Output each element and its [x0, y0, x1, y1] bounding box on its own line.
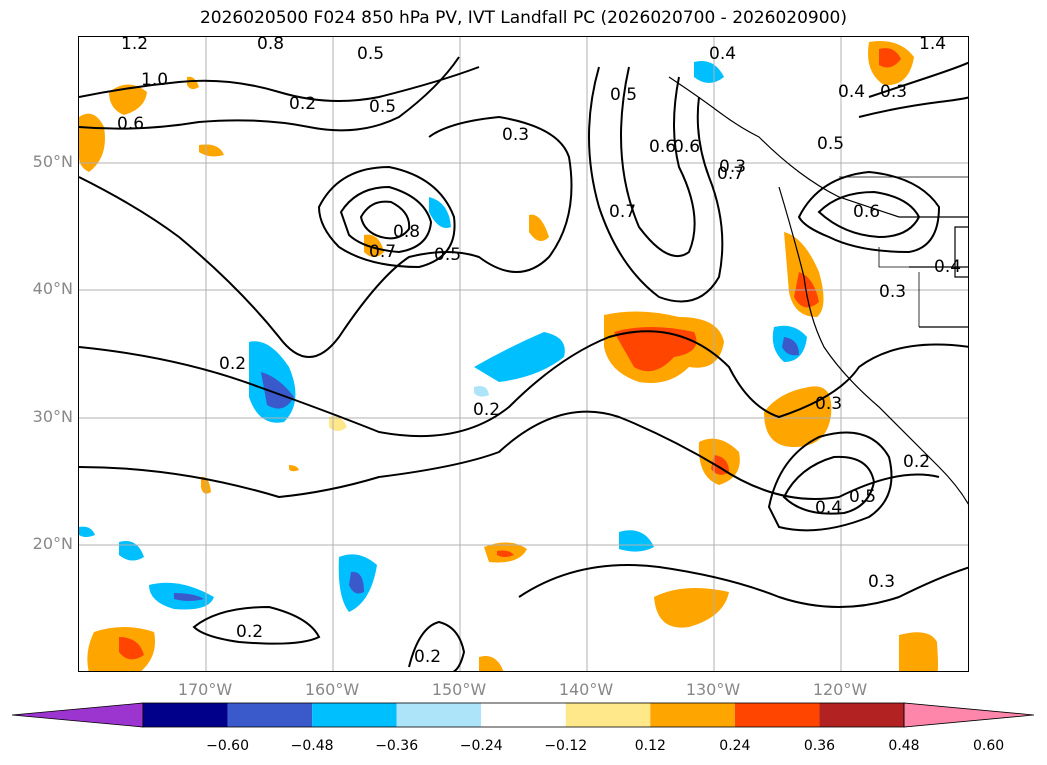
- contour-label: 0.2: [414, 647, 441, 667]
- contour-label: 0.6: [649, 137, 676, 157]
- contour-label: 0.7: [369, 242, 396, 262]
- lat-label-30n: 30°N: [32, 407, 73, 426]
- contour-label: 1.0: [141, 70, 168, 90]
- contour-label: 0.3: [879, 282, 906, 302]
- colorbar-tick-label: −0.48: [290, 738, 334, 754]
- colorbar-tick-label: −0.60: [206, 738, 249, 754]
- colorbar-segment: [650, 703, 735, 727]
- political-borders: [839, 176, 968, 327]
- colorbar-segment: [819, 703, 904, 727]
- contour-label: 0.6: [117, 114, 144, 134]
- colorbar-segment: [227, 703, 313, 727]
- lat-label-40n: 40°N: [32, 279, 73, 298]
- contour-label: 0.5: [369, 97, 396, 117]
- contour-label: 0.5: [357, 44, 384, 64]
- contour-label: 0.4: [934, 257, 961, 277]
- lon-label-160w: 160°W: [304, 680, 360, 699]
- colorbar-segment: [565, 703, 651, 727]
- contour-label: 0.7: [609, 202, 636, 222]
- colorbar-tick-label: 0.60: [972, 738, 1005, 754]
- colorbar-tick-label: 0.24: [719, 738, 751, 754]
- colorbar: [11, 702, 1035, 728]
- contour-label: 0.7: [717, 164, 744, 184]
- lon-label-130w: 130°W: [685, 680, 741, 699]
- contour-label: 0.2: [219, 354, 246, 374]
- contour-label: 0.2: [236, 622, 263, 642]
- colorbar-extend-max: [903, 702, 1035, 728]
- contour-label: 0.3: [719, 157, 746, 177]
- lon-label-120w: 120°W: [812, 680, 868, 699]
- colorbar-segment: [481, 703, 566, 727]
- colorbar-tick-label: −0.12: [544, 738, 588, 754]
- ivt-contours: [79, 56, 968, 671]
- contour-label: 0.6: [673, 137, 700, 157]
- colorbar-segment: [396, 703, 482, 727]
- contour-label: 0.3: [502, 125, 529, 145]
- contour-label: 1.2: [121, 37, 148, 54]
- contour-label: 0.2: [473, 400, 500, 420]
- lat-label-50n: 50°N: [32, 152, 73, 171]
- contour-label: 0.5: [610, 85, 637, 105]
- contour-label: 0.3: [815, 394, 842, 414]
- map-panel[interactable]: 1.2 0.8 0.5 1.0 0.6 0.5 0.3 0.5 0.6 0.4 1.4 0.4 0.3 0…: [78, 36, 969, 672]
- contour-label: 0.5: [817, 134, 844, 154]
- contour-label: 0.4: [838, 82, 865, 102]
- lat-label-20n: 20°N: [32, 534, 73, 553]
- contour-label: 0.4: [815, 498, 842, 518]
- colorbar-segment: [312, 703, 397, 727]
- contour-label: 0.2: [289, 94, 316, 114]
- contour-label: 0.8: [257, 37, 284, 54]
- colorbar-tick-label: 0.48: [888, 738, 920, 754]
- map-title: 2026020500 F024 850 hPa PV, IVT Landfall…: [199, 8, 847, 28]
- lon-label-150w: 150°W: [431, 680, 487, 699]
- colorbar-segment: [143, 703, 228, 727]
- contour-label: 0.6: [853, 202, 880, 222]
- colorbar-segment: [734, 703, 820, 727]
- lon-label-170w: 170°W: [177, 680, 233, 699]
- contour-label: 1.4: [919, 37, 946, 54]
- contour-label: 0.4: [709, 44, 736, 64]
- contour-label: 0.3: [880, 82, 907, 102]
- contour-label: 0.2: [903, 452, 930, 472]
- contour-label: 0.8: [393, 222, 420, 242]
- contour-label: 0.3: [868, 572, 895, 592]
- colorbar-extend-min: [11, 702, 144, 728]
- colorbar-tick-label: −0.24: [459, 738, 503, 754]
- coastlines: [668, 76, 968, 505]
- grid-lines: [79, 37, 968, 671]
- colorbar-tick-label: 0.12: [634, 738, 666, 754]
- contour-label: 0.5: [434, 245, 461, 265]
- colorbar-tick-label: −0.36: [375, 738, 419, 754]
- colorbar-tick-label: 0.36: [803, 738, 836, 754]
- lon-label-140w: 140°W: [558, 680, 614, 699]
- contour-label: 0.5: [849, 487, 876, 507]
- contour-labels: 1.2 0.8 0.51.00.60.50.30.50.60.4 1.40.4 0.30…: [117, 37, 961, 667]
